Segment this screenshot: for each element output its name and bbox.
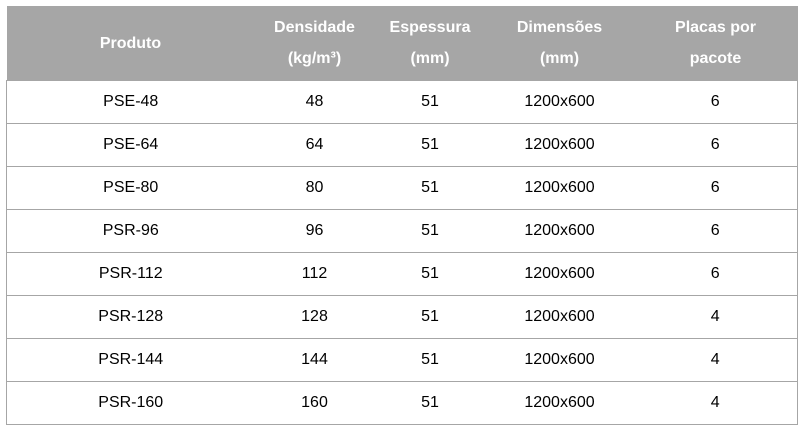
cell-dimensoes: 1200x600 — [485, 80, 634, 124]
header-produto-label: Produto — [99, 34, 162, 52]
header-dimensoes: Dimensões (mm) — [485, 6, 634, 81]
table-row: PSE-48 48 51 1200x600 6 — [6, 80, 798, 124]
cell-placas: 6 — [633, 252, 798, 296]
cell-produto: PSE-48 — [6, 80, 255, 124]
cell-espessura: 51 — [374, 338, 486, 382]
cell-densidade: 96 — [254, 209, 375, 253]
table-body: PSE-48 48 51 1200x600 6 PSE-64 64 51 120… — [6, 80, 798, 425]
header-produto: Produto — [6, 6, 255, 81]
table-row: PSR-96 96 51 1200x600 6 — [6, 209, 798, 253]
product-table: Produto Densidade (kg/m³) Espessura (mm)… — [6, 6, 798, 425]
cell-dimensoes: 1200x600 — [485, 123, 634, 167]
cell-placas: 6 — [633, 209, 798, 253]
cell-espessura: 51 — [374, 80, 486, 124]
header-espessura-unit: (mm) — [410, 50, 450, 67]
header-placas-unit: pacote — [689, 50, 742, 67]
cell-produto: PSR-96 — [6, 209, 255, 253]
cell-densidade: 128 — [254, 295, 375, 339]
cell-produto: PSE-64 — [6, 123, 255, 167]
header-densidade-label: Densidade — [274, 19, 355, 36]
cell-espessura: 51 — [374, 209, 486, 253]
cell-densidade: 144 — [254, 338, 375, 382]
table-row: PSE-64 64 51 1200x600 6 — [6, 123, 798, 167]
table-header: Produto Densidade (kg/m³) Espessura (mm)… — [6, 6, 798, 81]
cell-dimensoes: 1200x600 — [485, 381, 634, 425]
cell-espessura: 51 — [374, 166, 486, 210]
cell-placas: 4 — [633, 295, 798, 339]
cell-placas: 4 — [633, 338, 798, 382]
cell-dimensoes: 1200x600 — [485, 166, 634, 210]
cell-produto: PSR-160 — [6, 381, 255, 425]
cell-produto: PSR-144 — [6, 338, 255, 382]
cell-placas: 6 — [633, 123, 798, 167]
header-dimensoes-label: Dimensões — [516, 19, 603, 36]
header-placas-label: Placas por — [675, 19, 756, 36]
product-table-container: Produto Densidade (kg/m³) Espessura (mm)… — [6, 6, 798, 425]
header-dimensoes-unit: (mm) — [539, 50, 580, 67]
cell-densidade: 80 — [254, 166, 375, 210]
header-espessura-label: Espessura — [389, 19, 471, 36]
cell-dimensoes: 1200x600 — [485, 338, 634, 382]
cell-placas: 6 — [633, 166, 798, 210]
table-row: PSR-128 128 51 1200x600 4 — [6, 295, 798, 339]
cell-densidade: 64 — [254, 123, 375, 167]
cell-densidade: 112 — [254, 252, 375, 296]
cell-espessura: 51 — [374, 381, 486, 425]
cell-dimensoes: 1200x600 — [485, 209, 634, 253]
cell-densidade: 48 — [254, 80, 375, 124]
table-row: PSR-112 112 51 1200x600 6 — [6, 252, 798, 296]
header-row: Produto Densidade (kg/m³) Espessura (mm)… — [6, 6, 798, 81]
cell-densidade: 160 — [254, 381, 375, 425]
cell-dimensoes: 1200x600 — [485, 252, 634, 296]
header-densidade-unit: (kg/m³) — [287, 50, 342, 67]
cell-produto: PSR-112 — [6, 252, 255, 296]
table-row: PSE-80 80 51 1200x600 6 — [6, 166, 798, 210]
cell-placas: 4 — [633, 381, 798, 425]
cell-dimensoes: 1200x600 — [485, 295, 634, 339]
header-densidade: Densidade (kg/m³) — [254, 6, 375, 81]
cell-espessura: 51 — [374, 295, 486, 339]
cell-produto: PSR-128 — [6, 295, 255, 339]
table-row: PSR-144 144 51 1200x600 4 — [6, 338, 798, 382]
header-placas: Placas por pacote — [633, 6, 798, 81]
header-espessura: Espessura (mm) — [374, 6, 486, 81]
cell-placas: 6 — [633, 80, 798, 124]
table-row: PSR-160 160 51 1200x600 4 — [6, 381, 798, 425]
cell-espessura: 51 — [374, 123, 486, 167]
cell-espessura: 51 — [374, 252, 486, 296]
cell-produto: PSE-80 — [6, 166, 255, 210]
